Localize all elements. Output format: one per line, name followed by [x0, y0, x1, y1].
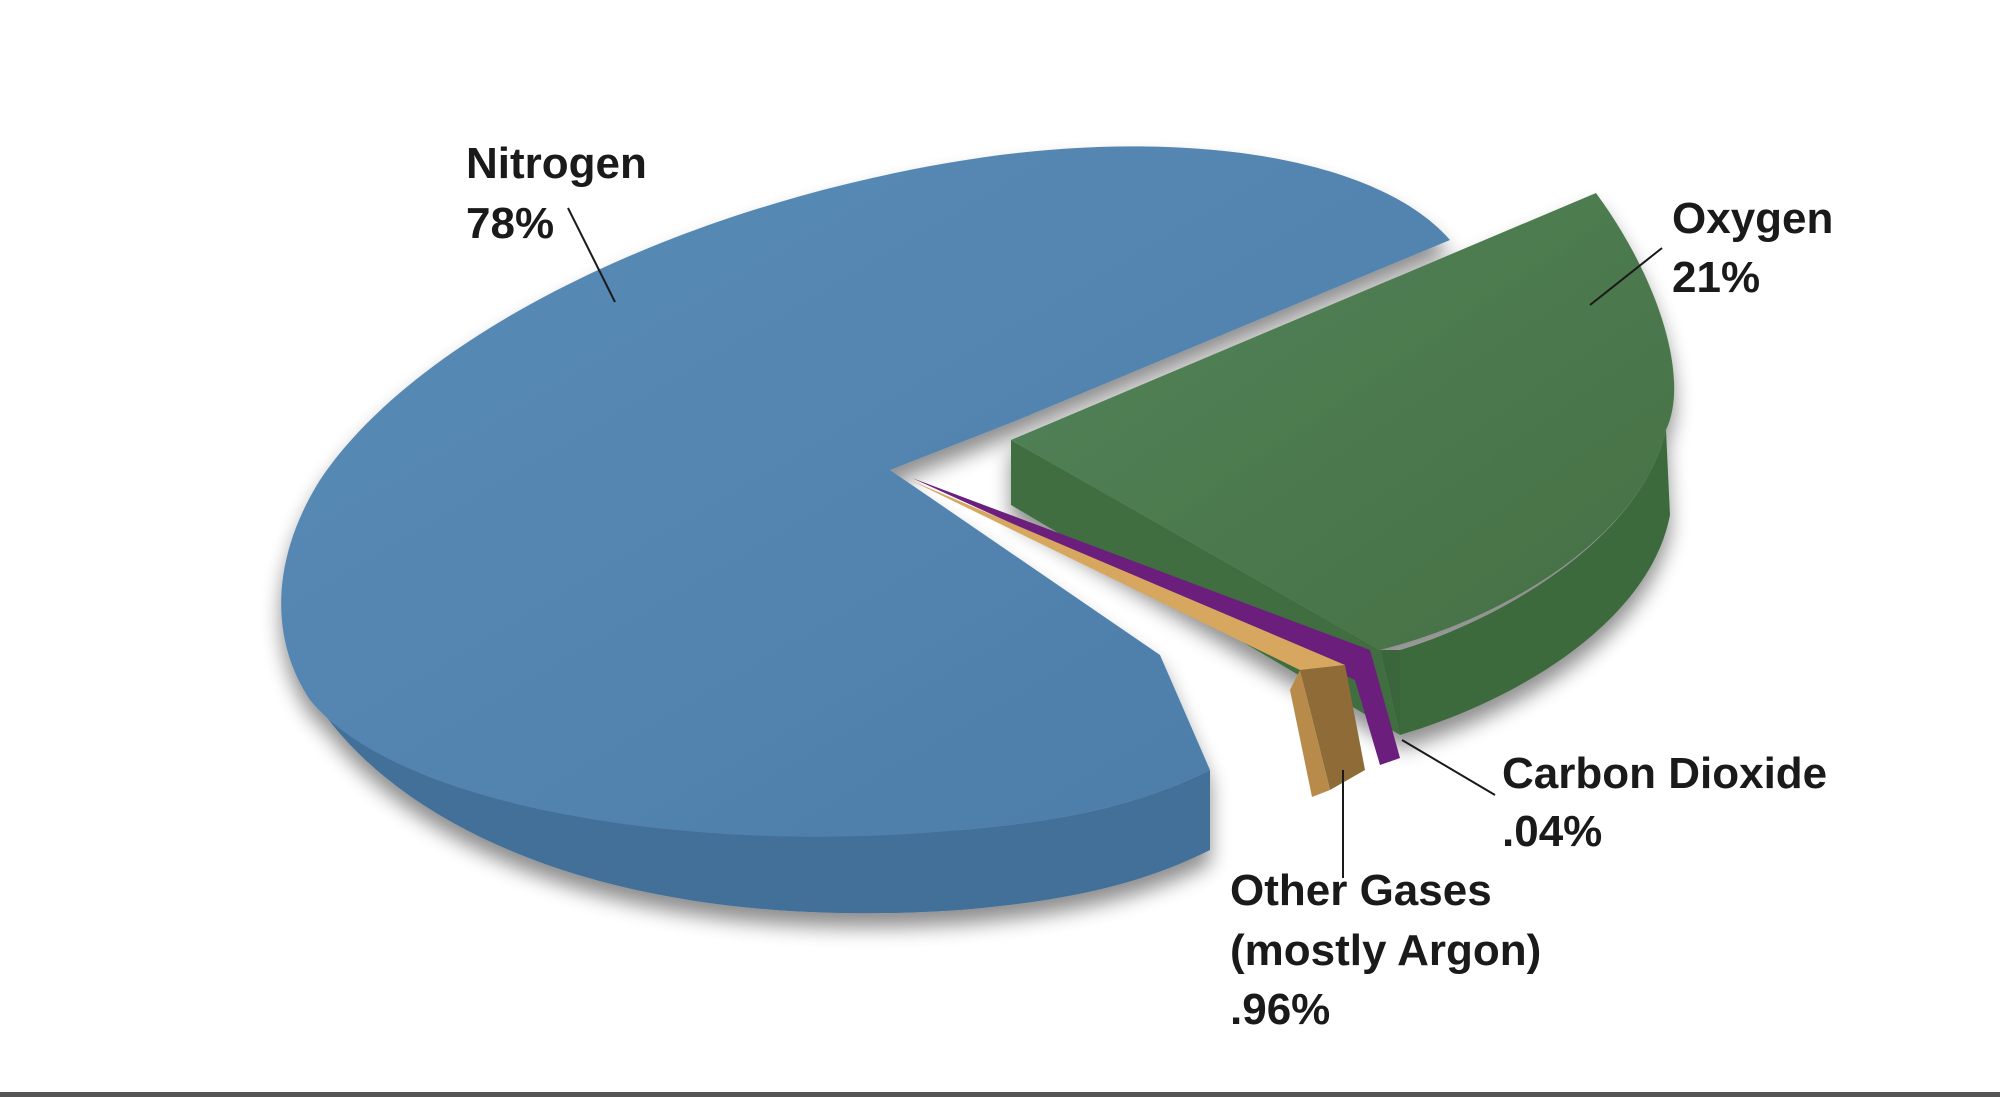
- leader-line-carbon-dioxide: [1401, 739, 1496, 796]
- label-other-gases-value: .96%: [1230, 985, 1330, 1034]
- label-oxygen-name: Oxygen: [1672, 194, 1833, 243]
- pie-slice-nitrogen: [281, 146, 1450, 914]
- leader-line-oxygen: [1589, 247, 1663, 306]
- label-carbon-dioxide-value: .04%: [1502, 807, 1602, 856]
- leader-line-nitrogen: [567, 207, 616, 303]
- label-carbon-dioxide-name: Carbon Dioxide: [1502, 749, 1827, 798]
- label-oxygen-value: 21%: [1672, 253, 1760, 302]
- label-other-gases-name: Other Gases: [1230, 866, 1492, 915]
- label-nitrogen-value: 78%: [466, 199, 554, 248]
- bottom-border: [0, 1092, 2000, 1097]
- pie-slice-other-gases: [910, 480, 1365, 797]
- label-nitrogen-name: Nitrogen: [466, 139, 647, 188]
- label-other-gases-subname: (mostly Argon): [1230, 926, 1541, 975]
